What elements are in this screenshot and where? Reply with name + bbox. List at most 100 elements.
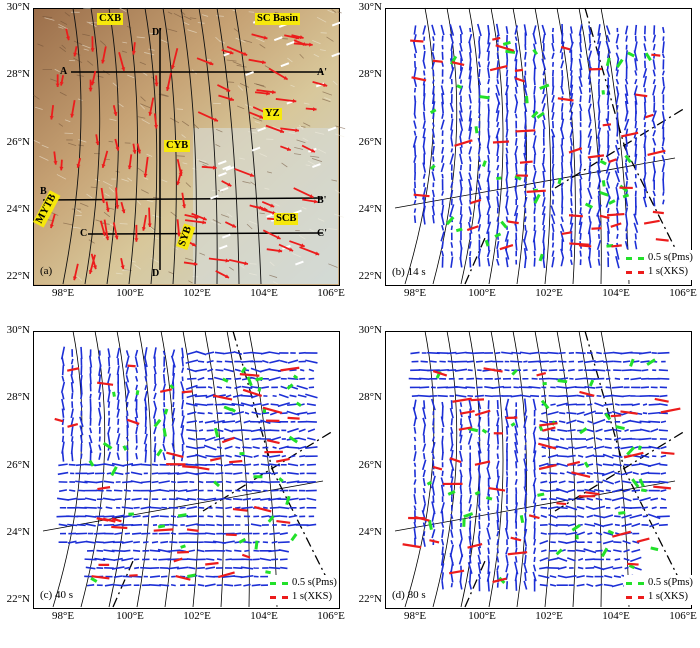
anisotropy-bar: [468, 110, 472, 122]
anisotropy-bar: [523, 75, 528, 88]
pms-bar: [646, 358, 656, 366]
anisotropy-bar: [478, 520, 481, 530]
relief-texture: [192, 167, 198, 171]
anisotropy-bar: [431, 93, 435, 105]
anisotropy-bar: [586, 583, 594, 587]
anisotropy-bar: [514, 86, 518, 94]
relief-texture: [73, 57, 83, 63]
anisotropy-bar: [102, 557, 116, 562]
anisotropy-bar: [593, 565, 605, 571]
lon-tick-label: 98°E: [403, 610, 427, 622]
anisotropy-bar: [662, 191, 665, 196]
block-boundary: [464, 560, 486, 608]
anisotropy-bar: [469, 216, 472, 222]
anisotropy-bar: [278, 393, 289, 399]
relief-texture: [127, 74, 135, 79]
xks-bar: [660, 407, 681, 414]
anisotropy-bar: [241, 558, 253, 561]
relief-texture: [54, 68, 60, 73]
anisotropy-bar: [652, 69, 656, 77]
anisotropy-bar: [422, 205, 426, 216]
anisotropy-bar: [181, 367, 185, 374]
anisotropy-bar: [487, 522, 490, 528]
anisotropy-bar: [505, 128, 509, 138]
anisotropy-bar: [107, 401, 111, 408]
xks-bar: [538, 463, 557, 471]
anisotropy-bar: [624, 428, 629, 432]
relief-texture: [58, 23, 68, 30]
fault-line: [180, 7, 197, 285]
anisotropy-bar: [542, 119, 546, 130]
anisotropy-bar: [596, 480, 602, 484]
anisotropy-bar: [576, 574, 585, 579]
relief-texture: [64, 12, 71, 17]
anisotropy-bar: [624, 240, 629, 250]
anisotropy-bar: [130, 471, 143, 476]
lon-tick-label: 98°E: [403, 287, 427, 299]
anisotropy-bar: [621, 369, 632, 372]
anisotropy-bar: [113, 523, 124, 527]
xks-bar: [488, 486, 506, 492]
anisotropy-bar: [106, 451, 112, 461]
anisotropy-bar: [459, 256, 463, 268]
anisotropy-bar: [103, 463, 115, 467]
anisotropy-bar: [634, 137, 638, 146]
anisotropy-bar: [560, 223, 565, 232]
anisotropy-bar: [491, 385, 505, 389]
anisotropy-bar: [632, 540, 640, 544]
anisotropy-bar: [588, 43, 592, 51]
xks-bar: [448, 569, 465, 575]
xks-bar: [539, 422, 558, 427]
anisotropy-bar: [524, 518, 527, 532]
anisotropy-bar: [140, 566, 152, 570]
lat-tick-label: 28°N: [358, 391, 382, 404]
anisotropy-bar: [643, 161, 647, 174]
anisotropy-bar: [188, 566, 196, 570]
anisotropy-bar: [540, 480, 548, 484]
motion-arrowhead: [88, 269, 93, 274]
anisotropy-bar: [495, 23, 500, 37]
anisotropy-bar: [422, 522, 426, 528]
anisotropy-bar: [459, 33, 463, 44]
anisotropy-bar: [476, 23, 482, 37]
anisotropy-bar: [450, 129, 454, 137]
anisotropy-bar: [144, 449, 148, 463]
anisotropy-bar: [615, 52, 620, 60]
anisotropy-bar: [104, 583, 114, 587]
anisotropy-bar: [413, 87, 417, 93]
anisotropy-bar: [449, 458, 455, 471]
fault-line: [578, 330, 602, 608]
relief-texture: [59, 46, 67, 52]
anisotropy-bar: [505, 179, 509, 190]
anisotropy-bar: [225, 454, 232, 458]
anisotropy-bar: [542, 153, 546, 165]
motion-arrowhead: [231, 223, 236, 228]
motion-arrowhead: [178, 172, 183, 176]
profile-a: A: [60, 66, 68, 77]
anisotropy-bar: [115, 433, 121, 445]
anisotropy-bar: [86, 472, 95, 475]
motion-arrow: [185, 219, 207, 224]
anisotropy-bar: [510, 394, 522, 398]
anisotropy-bar: [504, 527, 510, 540]
legend-xks-label: 1 s(XKS): [292, 591, 332, 602]
anisotropy-bar: [630, 377, 642, 381]
legend-c: 0.5 s(Pms) 1 s(XKS): [268, 575, 339, 605]
anisotropy-bar: [450, 443, 454, 452]
anisotropy-bar: [57, 497, 69, 501]
pms-bar: [187, 573, 196, 578]
anisotropy-bar: [586, 446, 594, 449]
anisotropy-bar: [204, 420, 216, 424]
anisotropy-bar: [205, 454, 216, 458]
anisotropy-bar: [277, 541, 290, 544]
anisotropy-bar: [124, 566, 131, 570]
relief-texture: [331, 9, 337, 13]
anisotropy-bar: [612, 566, 623, 570]
anisotropy-bar: [458, 25, 464, 35]
motion-arrowhead: [213, 117, 218, 122]
xks-bar: [560, 45, 571, 51]
relief-texture: [334, 189, 341, 194]
anisotropy-bar: [431, 441, 436, 454]
anisotropy-bar: [441, 546, 444, 556]
anisotropy-bar: [548, 514, 558, 519]
